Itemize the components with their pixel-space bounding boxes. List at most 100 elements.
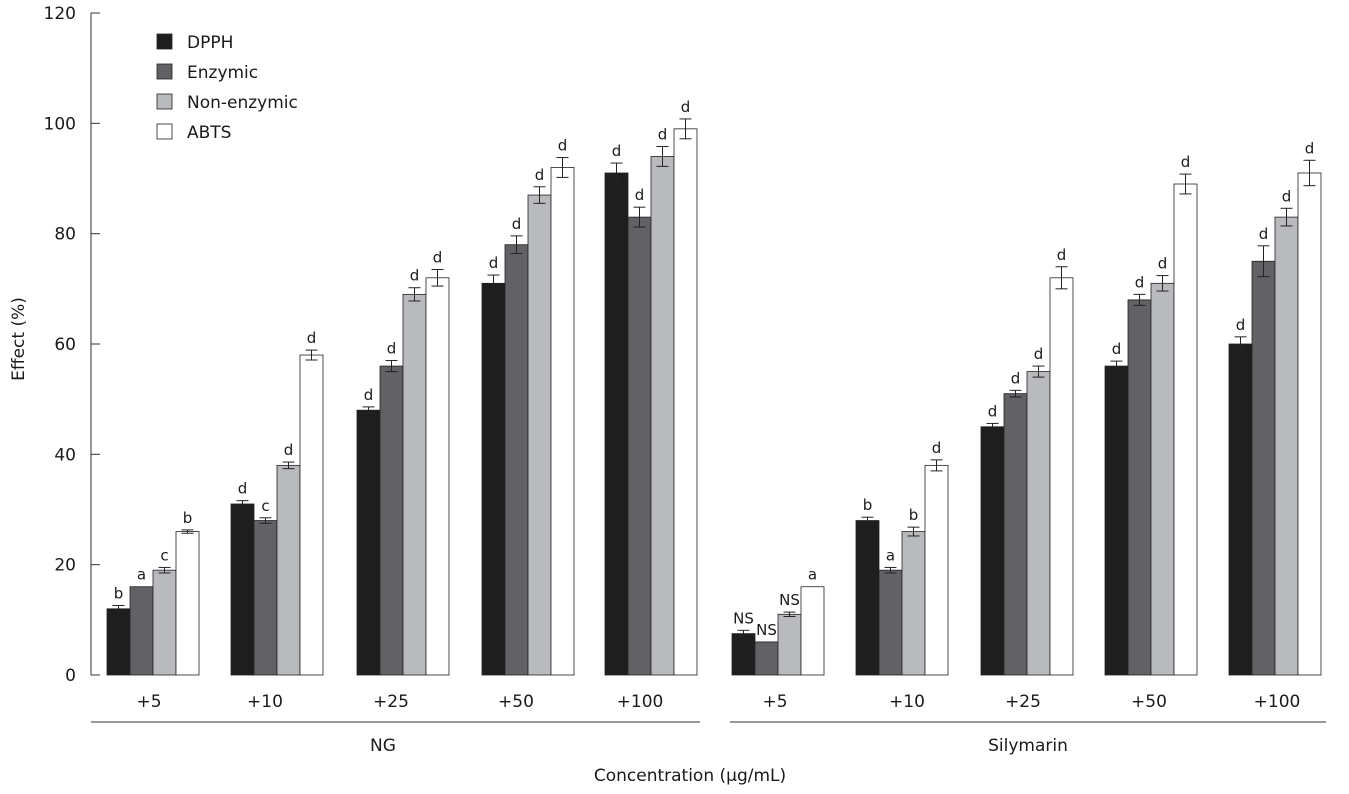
bar-enzymic bbox=[253, 520, 278, 676]
significance-label: b bbox=[863, 496, 873, 514]
bar-dpph bbox=[980, 426, 1005, 676]
bar-dpph bbox=[731, 633, 756, 676]
y-tick-label: 80 bbox=[54, 225, 76, 245]
bar-enzymic bbox=[379, 365, 404, 676]
significance-label: c bbox=[261, 497, 269, 515]
bar-non-enzymic bbox=[650, 156, 675, 676]
significance-label: a bbox=[137, 566, 146, 584]
bar-dpph bbox=[855, 520, 880, 676]
legend-swatch-non-enzymic bbox=[156, 93, 173, 110]
x-tick-label: +50 bbox=[1131, 692, 1167, 712]
legend-swatch-dpph bbox=[156, 33, 173, 50]
bar-dpph bbox=[356, 409, 381, 676]
significance-label: a bbox=[808, 566, 817, 584]
significance-label: d bbox=[635, 186, 645, 204]
bar-dpph bbox=[1104, 365, 1129, 676]
significance-label: d bbox=[1282, 187, 1292, 205]
y-tick-label: 0 bbox=[65, 666, 76, 686]
significance-label: b bbox=[114, 584, 124, 602]
x-tick-label: +10 bbox=[247, 692, 283, 712]
x-tick-label: +25 bbox=[1005, 692, 1041, 712]
x-axis-label: Concentration (µg/mL) bbox=[594, 766, 786, 786]
significance-label: d bbox=[1259, 225, 1269, 243]
significance-label: d bbox=[1112, 340, 1122, 358]
significance-label: NS bbox=[756, 621, 777, 639]
x-tick-label: +100 bbox=[1254, 692, 1301, 712]
bar-enzymic bbox=[878, 569, 903, 676]
y-tick-label: 40 bbox=[54, 445, 76, 465]
legend-label: Enzymic bbox=[187, 63, 258, 83]
bar-dpph bbox=[481, 282, 506, 676]
x-tick-label: +10 bbox=[889, 692, 925, 712]
significance-label: d bbox=[284, 441, 294, 459]
significance-label: d bbox=[307, 329, 317, 347]
bar-non-enzymic bbox=[152, 569, 177, 676]
significance-label: NS bbox=[779, 591, 800, 609]
significance-label: d bbox=[535, 166, 545, 184]
bar-abts bbox=[673, 128, 698, 676]
significance-label: d bbox=[1011, 369, 1021, 387]
bar-enzymic bbox=[627, 216, 652, 676]
significance-label: d bbox=[1135, 273, 1145, 291]
bar-abts bbox=[425, 277, 450, 676]
bar-dpph bbox=[230, 503, 255, 676]
x-tick-label: +5 bbox=[136, 692, 161, 712]
significance-label: d bbox=[433, 249, 443, 267]
bar-abts bbox=[1049, 277, 1074, 676]
significance-label: d bbox=[1305, 139, 1315, 157]
significance-label: b bbox=[909, 506, 919, 524]
group-label: Silymarin bbox=[988, 736, 1068, 756]
bar-abts bbox=[924, 464, 949, 676]
x-tick-label: +5 bbox=[762, 692, 787, 712]
bar-dpph bbox=[604, 172, 629, 676]
bar-enzymic bbox=[1003, 393, 1028, 676]
bar-non-enzymic bbox=[402, 293, 427, 676]
significance-label: d bbox=[1158, 255, 1168, 273]
bar-enzymic bbox=[1127, 299, 1152, 676]
bar-non-enzymic bbox=[1026, 371, 1051, 676]
legend-label: Non-enzymic bbox=[187, 93, 298, 113]
significance-label: d bbox=[988, 402, 998, 420]
significance-label: d bbox=[512, 215, 522, 233]
bar-enzymic bbox=[1251, 260, 1276, 676]
bar-non-enzymic bbox=[276, 464, 301, 676]
bar-non-enzymic bbox=[1150, 282, 1175, 676]
bar-abts bbox=[1297, 172, 1322, 676]
bar-enzymic bbox=[504, 244, 529, 676]
group-label: NG bbox=[370, 736, 396, 756]
bar-non-enzymic bbox=[777, 613, 802, 676]
bar-enzymic bbox=[129, 586, 154, 676]
bar-abts bbox=[175, 531, 200, 676]
bar-non-enzymic bbox=[527, 194, 552, 676]
y-axis-label: Effect (%) bbox=[9, 297, 29, 381]
y-tick-label: 60 bbox=[54, 335, 76, 355]
significance-label: d bbox=[1236, 316, 1246, 334]
significance-label: a bbox=[886, 546, 895, 564]
significance-label: d bbox=[238, 480, 248, 498]
significance-label: d bbox=[1057, 246, 1067, 264]
legend-swatch-abts bbox=[156, 123, 173, 140]
bar-non-enzymic bbox=[1274, 216, 1299, 676]
axes: 0 20 40 60 80 100 120 +5 +10 +25 +50 +100 +5 +10 +25 +5… bbox=[44, 4, 1326, 756]
y-tick-label: 100 bbox=[44, 114, 76, 134]
x-tick-label: +100 bbox=[617, 692, 664, 712]
significance-label: NS bbox=[733, 609, 754, 627]
significance-label: d bbox=[1181, 153, 1191, 171]
bar-dpph bbox=[1228, 343, 1253, 676]
bar-abts bbox=[800, 586, 825, 676]
legend-swatch-enzymic bbox=[156, 63, 173, 80]
legend-label: ABTS bbox=[187, 123, 231, 143]
bar-enzymic bbox=[754, 641, 779, 676]
significance-label: d bbox=[558, 137, 568, 155]
legend: DPPH Enzymic Non-enzymic ABTS bbox=[156, 33, 298, 143]
significance-label: d bbox=[364, 386, 374, 404]
significance-label: d bbox=[932, 439, 942, 457]
y-tick-label: 20 bbox=[54, 556, 76, 576]
x-tick-label: +25 bbox=[373, 692, 409, 712]
significance-label: b bbox=[183, 509, 193, 527]
y-tick-label: 120 bbox=[44, 4, 76, 24]
bar-abts bbox=[299, 354, 324, 676]
significance-label: d bbox=[612, 142, 622, 160]
